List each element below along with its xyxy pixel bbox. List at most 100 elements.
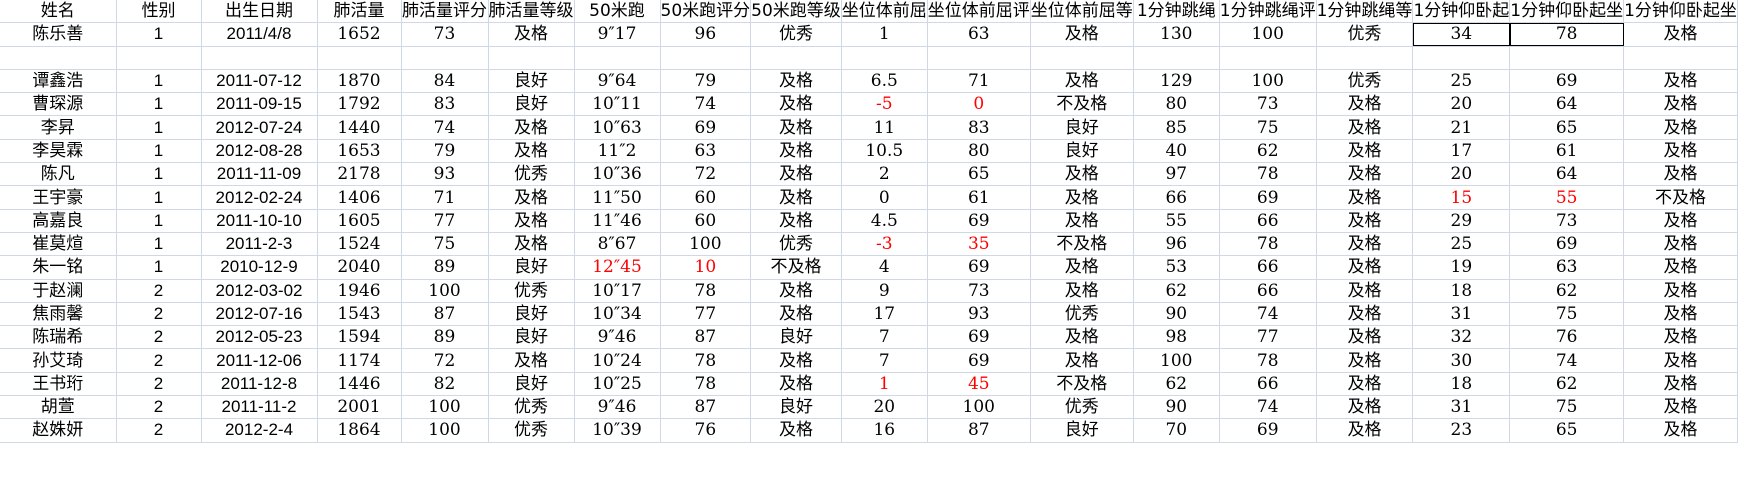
cell-situps-grade[interactable]: 及格 [1623,348,1738,373]
cell-vital-capacity[interactable]: 1543 [317,302,402,327]
cell-situps-grade[interactable]: 及格 [1623,255,1738,280]
cell-rope-skip-grade[interactable]: 及格 [1316,115,1414,140]
cell-run-50m[interactable]: 10″39 [574,418,661,443]
header-cell-situps-score[interactable]: 1分钟仰卧起坐 [1509,0,1625,24]
cell-name[interactable]: 朱一铭 [0,255,117,280]
cell-run-50m-grade[interactable]: 及格 [750,348,842,373]
cell-sit-reach-score[interactable]: 65 [927,162,1031,187]
cell-sit-reach-grade[interactable]: 及格 [1030,209,1134,233]
cell-run-50m-score[interactable]: 10 [660,255,752,280]
cell-gender[interactable]: 1 [116,92,202,117]
cell-situps[interactable]: 31 [1412,302,1511,327]
cell-situps[interactable]: 15 [1412,185,1511,210]
cell-sit-reach-score[interactable]: 80 [927,139,1031,164]
cell-rope-skip-score[interactable]: 69 [1219,185,1317,210]
cell-run-50m-score[interactable] [660,46,752,70]
cell-vital-capacity-score[interactable]: 89 [401,255,489,280]
cell-sit-reach[interactable]: 1 [841,22,928,47]
cell-rope-skip-grade[interactable]: 优秀 [1316,22,1414,47]
cell-gender[interactable]: 2 [116,418,202,443]
cell-situps-score[interactable]: 65 [1509,418,1625,443]
cell-sit-reach-score[interactable]: 73 [927,279,1031,303]
cell-vital-capacity[interactable]: 1440 [317,115,402,140]
cell-situps-grade[interactable]: 及格 [1623,92,1738,117]
cell-vital-capacity-grade[interactable]: 良好 [488,372,575,397]
cell-situps-score[interactable]: 64 [1509,92,1625,117]
cell-vital-capacity-grade[interactable]: 良好 [488,302,575,327]
cell-vital-capacity-score[interactable]: 93 [401,162,489,187]
cell-run-50m[interactable] [574,46,661,70]
cell-sit-reach-grade[interactable]: 不及格 [1030,232,1134,257]
header-cell-vital-capacity[interactable]: 肺活量 [317,0,402,24]
header-cell-sit-reach[interactable]: 坐位体前屈 [841,0,928,24]
cell-situps-grade[interactable]: 及格 [1623,139,1738,164]
cell-sit-reach[interactable]: 20 [841,395,928,420]
cell-birthdate[interactable]: 2012-02-24 [201,185,318,210]
cell-name[interactable]: 王宇豪 [0,185,117,210]
cell-situps-score[interactable]: 62 [1509,372,1625,397]
cell-run-50m-score[interactable]: 76 [660,418,752,443]
cell-sit-reach-grade[interactable]: 及格 [1030,279,1134,303]
cell-gender[interactable]: 2 [116,348,202,373]
cell-run-50m-score[interactable]: 78 [660,372,752,397]
cell-rope-skip-score[interactable]: 78 [1219,232,1317,257]
cell-situps-grade[interactable]: 及格 [1623,232,1738,257]
header-cell-sit-reach-score[interactable]: 坐位体前屈评 [927,0,1031,24]
cell-vital-capacity[interactable]: 1605 [317,209,402,233]
cell-birthdate[interactable] [201,46,318,70]
cell-run-50m[interactable]: 9″46 [574,395,661,420]
cell-rope-skip[interactable]: 40 [1133,139,1220,164]
cell-name[interactable]: 胡萱 [0,395,117,420]
cell-rope-skip-grade[interactable]: 及格 [1316,372,1414,397]
cell-run-50m-grade[interactable]: 及格 [750,69,842,94]
cell-vital-capacity[interactable]: 1653 [317,139,402,164]
cell-run-50m-grade[interactable] [750,46,842,70]
cell-rope-skip-score[interactable]: 66 [1219,372,1317,397]
cell-situps-grade[interactable]: 及格 [1623,115,1738,140]
cell-situps-grade[interactable]: 及格 [1623,279,1738,303]
cell-birthdate[interactable]: 2011-07-12 [201,69,318,94]
cell-birthdate[interactable]: 2010-12-9 [201,255,318,280]
cell-rope-skip-grade[interactable]: 及格 [1316,209,1414,233]
cell-rope-skip[interactable]: 66 [1133,185,1220,210]
cell-situps-grade[interactable]: 及格 [1623,418,1738,443]
cell-birthdate[interactable]: 2011-11-2 [201,395,318,420]
cell-name[interactable]: 王书珩 [0,372,117,397]
cell-name[interactable]: 高嘉良 [0,209,117,233]
cell-rope-skip-grade[interactable]: 及格 [1316,279,1414,303]
cell-situps-grade[interactable]: 及格 [1623,325,1738,350]
cell-sit-reach[interactable] [841,46,928,70]
cell-rope-skip-grade[interactable]: 优秀 [1316,69,1414,94]
cell-rope-skip-score[interactable]: 66 [1219,255,1317,280]
cell-vital-capacity-score[interactable]: 87 [401,302,489,327]
cell-run-50m-grade[interactable]: 及格 [750,302,842,327]
cell-situps-score[interactable]: 63 [1509,255,1625,280]
cell-rope-skip-score[interactable]: 62 [1219,139,1317,164]
cell-vital-capacity-grade[interactable]: 及格 [488,232,575,257]
cell-vital-capacity[interactable]: 1406 [317,185,402,210]
cell-gender[interactable]: 1 [116,255,202,280]
cell-vital-capacity-score[interactable]: 72 [401,348,489,373]
cell-vital-capacity-grade[interactable]: 良好 [488,92,575,117]
cell-vital-capacity-grade[interactable]: 优秀 [488,418,575,443]
cell-run-50m-score[interactable]: 77 [660,302,752,327]
cell-situps-score[interactable] [1509,46,1625,70]
cell-sit-reach-grade[interactable]: 不及格 [1030,92,1134,117]
cell-sit-reach-score[interactable]: 71 [927,69,1031,94]
cell-vital-capacity[interactable]: 2001 [317,395,402,420]
header-cell-rope-skip[interactable]: 1分钟跳绳 [1133,0,1220,24]
cell-vital-capacity-score[interactable]: 89 [401,325,489,350]
cell-run-50m-grade[interactable]: 不及格 [750,255,842,280]
cell-sit-reach[interactable]: 7 [841,325,928,350]
cell-sit-reach-grade[interactable]: 不及格 [1030,372,1134,397]
cell-vital-capacity-score[interactable]: 82 [401,372,489,397]
cell-sit-reach-score[interactable]: 87 [927,418,1031,443]
cell-sit-reach-score[interactable]: 45 [927,372,1031,397]
cell-sit-reach[interactable]: 7 [841,348,928,373]
cell-run-50m-grade[interactable]: 及格 [750,162,842,187]
cell-birthdate[interactable]: 2012-07-16 [201,302,318,327]
cell-run-50m[interactable]: 9″64 [574,69,661,94]
cell-run-50m[interactable]: 10″63 [574,115,661,140]
cell-run-50m[interactable]: 10″25 [574,372,661,397]
cell-vital-capacity[interactable]: 1870 [317,69,402,94]
